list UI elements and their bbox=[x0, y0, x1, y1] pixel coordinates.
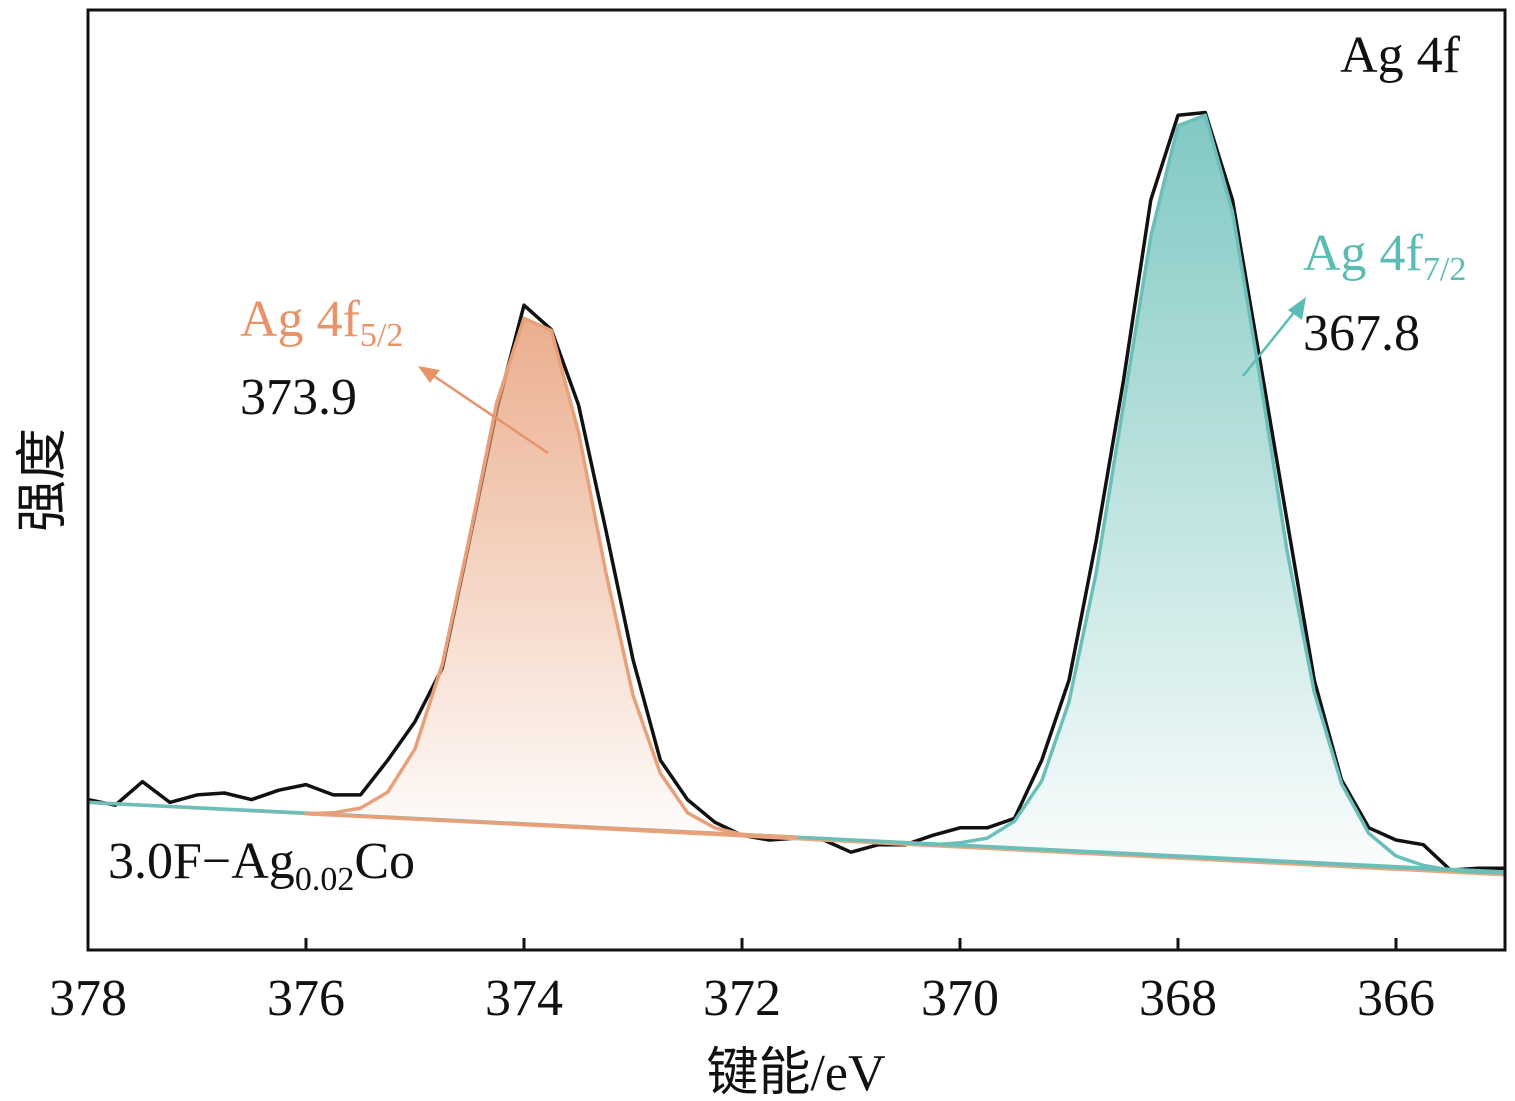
peak-name: Ag 4f bbox=[1303, 225, 1424, 282]
sample-subscript: 0.02 bbox=[295, 861, 355, 898]
fit-peak bbox=[304, 316, 799, 839]
x-tick-label: 370 bbox=[921, 970, 999, 1027]
arrow-head bbox=[1288, 297, 1306, 320]
x-axis-label: 键能/eV bbox=[706, 1045, 885, 1101]
arrow bbox=[424, 368, 549, 455]
sample-label: 3.0F−Ag0.02Co bbox=[108, 833, 415, 898]
peak-position: 373.9 bbox=[240, 369, 357, 426]
arrow bbox=[1242, 304, 1301, 377]
peak-name: Ag 4f bbox=[240, 291, 361, 348]
chart-title: Ag 4f bbox=[1340, 27, 1461, 84]
fit-peak bbox=[903, 113, 1507, 875]
x-tick-label: 372 bbox=[703, 970, 781, 1027]
x-tick-label: 368 bbox=[1139, 970, 1217, 1027]
peak-position: 367.8 bbox=[1303, 305, 1420, 362]
peak-subscript: 5/2 bbox=[360, 317, 403, 354]
arrow-head bbox=[418, 366, 440, 383]
peak-subscript: 7/2 bbox=[1423, 251, 1466, 288]
sample-text: Co bbox=[354, 833, 415, 890]
x-tick-label: 374 bbox=[485, 970, 563, 1027]
x-tick-label: 376 bbox=[267, 970, 345, 1027]
x-tick-label: 366 bbox=[1357, 970, 1435, 1027]
plot-marks bbox=[87, 110, 1507, 877]
sample-text: 3.0F−Ag bbox=[108, 833, 295, 890]
x-tick-label: 378 bbox=[49, 970, 127, 1027]
plot-frame bbox=[86, 8, 1507, 952]
y-axis-label: 强度 bbox=[15, 428, 72, 532]
peak-label: Ag 4f7/2 bbox=[1303, 225, 1466, 288]
peak-label: Ag 4f5/2 bbox=[240, 291, 403, 354]
